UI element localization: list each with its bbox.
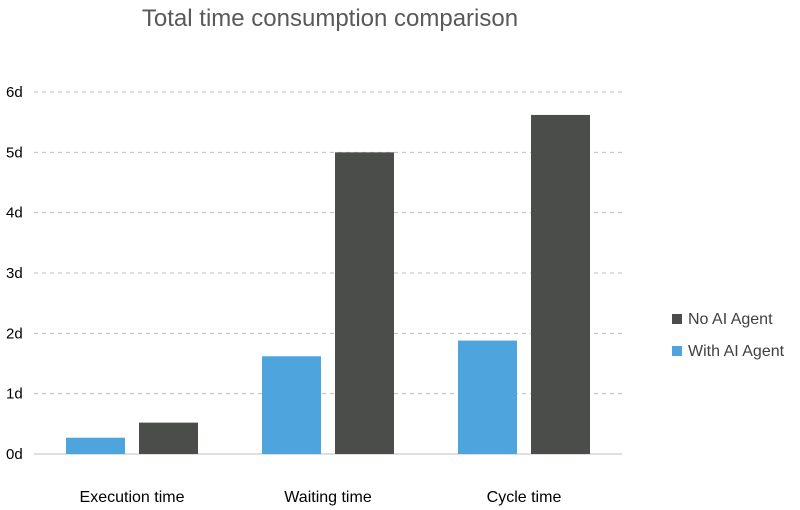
legend-label: With AI Agent <box>688 343 785 360</box>
y-tick-label: 1d <box>6 386 23 403</box>
x-category-label: Execution time <box>80 489 185 506</box>
plot-area <box>66 114 590 455</box>
legend-label: No AI Agent <box>688 311 773 328</box>
grid-layer <box>34 91 622 455</box>
y-tick-label: 4d <box>6 205 23 222</box>
legend-swatch <box>672 314 682 324</box>
y-tick-label: 5d <box>6 144 23 161</box>
bar-no-ai-agent-execution-time <box>139 422 198 454</box>
x-axis: Execution time Waiting time Cycle time <box>80 489 562 506</box>
y-axis: 0d 1d 2d 3d 4d 5d 6d <box>6 84 23 463</box>
chart-title: Total time consumption comparison <box>142 5 518 32</box>
bar-no-ai-agent-cycle-time <box>531 114 590 454</box>
x-category-label: Waiting time <box>284 489 372 506</box>
bar-with-ai-agent-cycle-time <box>458 340 517 454</box>
bar-no-ai-agent-waiting-time <box>335 152 394 455</box>
legend-swatch <box>672 346 682 356</box>
y-tick-label: 6d <box>6 84 23 101</box>
y-tick-label: 0d <box>6 446 23 463</box>
x-category-label: Cycle time <box>487 489 562 506</box>
y-tick-label: 2d <box>6 325 23 342</box>
y-tick-label: 3d <box>6 265 23 282</box>
legend: No AI Agent With AI Agent <box>672 311 785 360</box>
bar-with-ai-agent-waiting-time <box>262 356 321 454</box>
bar-with-ai-agent-execution-time <box>66 437 125 454</box>
